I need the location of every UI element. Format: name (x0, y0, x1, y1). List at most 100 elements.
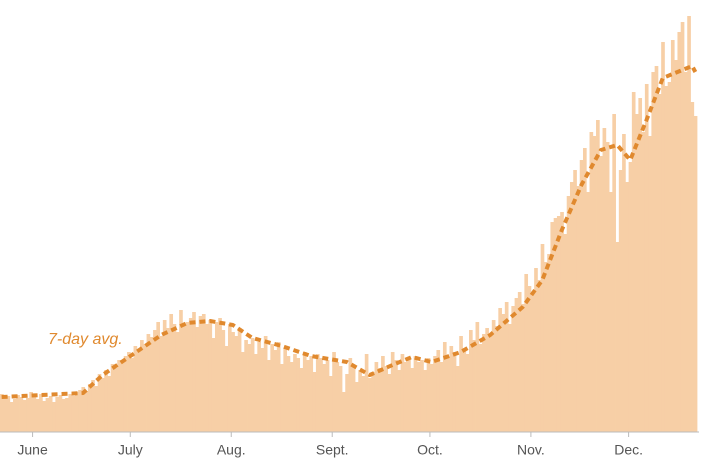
bar (257, 342, 261, 432)
bar (410, 368, 415, 432)
bar (504, 302, 509, 432)
bar (351, 366, 356, 432)
bar (517, 292, 522, 432)
bar (26, 398, 30, 432)
bar (482, 334, 486, 432)
bar (325, 360, 330, 432)
bar (296, 358, 301, 432)
bar (433, 356, 437, 432)
bar (221, 330, 226, 432)
bar (534, 268, 538, 432)
bar (384, 366, 388, 432)
bar (485, 328, 489, 432)
x-tick-label: Sept. (316, 442, 349, 458)
bar (488, 336, 493, 432)
bar (211, 338, 216, 432)
x-tick-label: Aug. (217, 442, 246, 458)
bar (381, 356, 385, 432)
bar (387, 374, 392, 432)
bar (677, 32, 682, 432)
bar (175, 332, 180, 432)
bar (156, 322, 160, 432)
bar (143, 344, 147, 432)
bar (566, 196, 571, 432)
bar (280, 364, 284, 432)
bar (231, 332, 235, 432)
bar (556, 216, 561, 432)
bar (511, 306, 516, 432)
bar (514, 298, 519, 432)
bar (583, 148, 587, 432)
bar (592, 136, 597, 432)
bar (52, 402, 56, 432)
bar (166, 328, 170, 432)
bar (618, 170, 623, 432)
bar (687, 16, 691, 432)
bar (48, 396, 53, 432)
bar (71, 396, 76, 432)
bar (436, 350, 441, 432)
bar (648, 136, 652, 432)
bar (104, 370, 108, 432)
bar (87, 384, 92, 432)
bar (403, 362, 408, 432)
bar (413, 356, 418, 432)
bar (84, 391, 89, 432)
bar (661, 42, 665, 432)
bar (345, 374, 349, 432)
bar (355, 382, 359, 432)
bar (315, 354, 320, 432)
bar (244, 340, 248, 432)
bar (267, 360, 271, 432)
bar (19, 397, 24, 432)
bar (328, 376, 333, 432)
bar (475, 322, 480, 432)
bar (631, 92, 636, 432)
bar (192, 312, 196, 432)
bar (341, 392, 346, 432)
bar (338, 366, 343, 432)
bar (179, 310, 183, 432)
bar (465, 354, 470, 432)
bar (423, 370, 428, 432)
bar (169, 314, 174, 432)
bar (622, 134, 626, 432)
bar (364, 354, 369, 432)
bar (540, 244, 545, 432)
bar (641, 132, 646, 432)
bar (521, 304, 525, 432)
bar (501, 314, 506, 432)
line-label: 7-day avg. (48, 331, 123, 348)
bar (260, 348, 265, 432)
bar (247, 344, 252, 432)
bar (185, 322, 190, 432)
bar (332, 352, 336, 432)
bar (446, 358, 450, 432)
bar (371, 372, 375, 432)
bar (133, 346, 138, 432)
bar (201, 314, 206, 432)
bar (400, 354, 405, 432)
bar (472, 340, 476, 432)
bar (612, 114, 616, 432)
bar (94, 386, 99, 432)
bar (237, 328, 242, 432)
bar (508, 324, 512, 432)
bar (335, 362, 340, 432)
bar (61, 399, 66, 432)
bar (459, 336, 463, 432)
bar (553, 218, 558, 432)
bar (195, 327, 200, 432)
bar (250, 338, 255, 432)
bar (426, 358, 431, 432)
bar (563, 234, 568, 432)
avg-line (1, 64, 698, 399)
bar (306, 360, 310, 432)
bar (625, 182, 630, 432)
bar (276, 342, 281, 432)
bar (78, 390, 82, 432)
bar (208, 320, 213, 432)
bar (573, 170, 577, 432)
bar (498, 308, 502, 432)
bar (602, 128, 607, 432)
